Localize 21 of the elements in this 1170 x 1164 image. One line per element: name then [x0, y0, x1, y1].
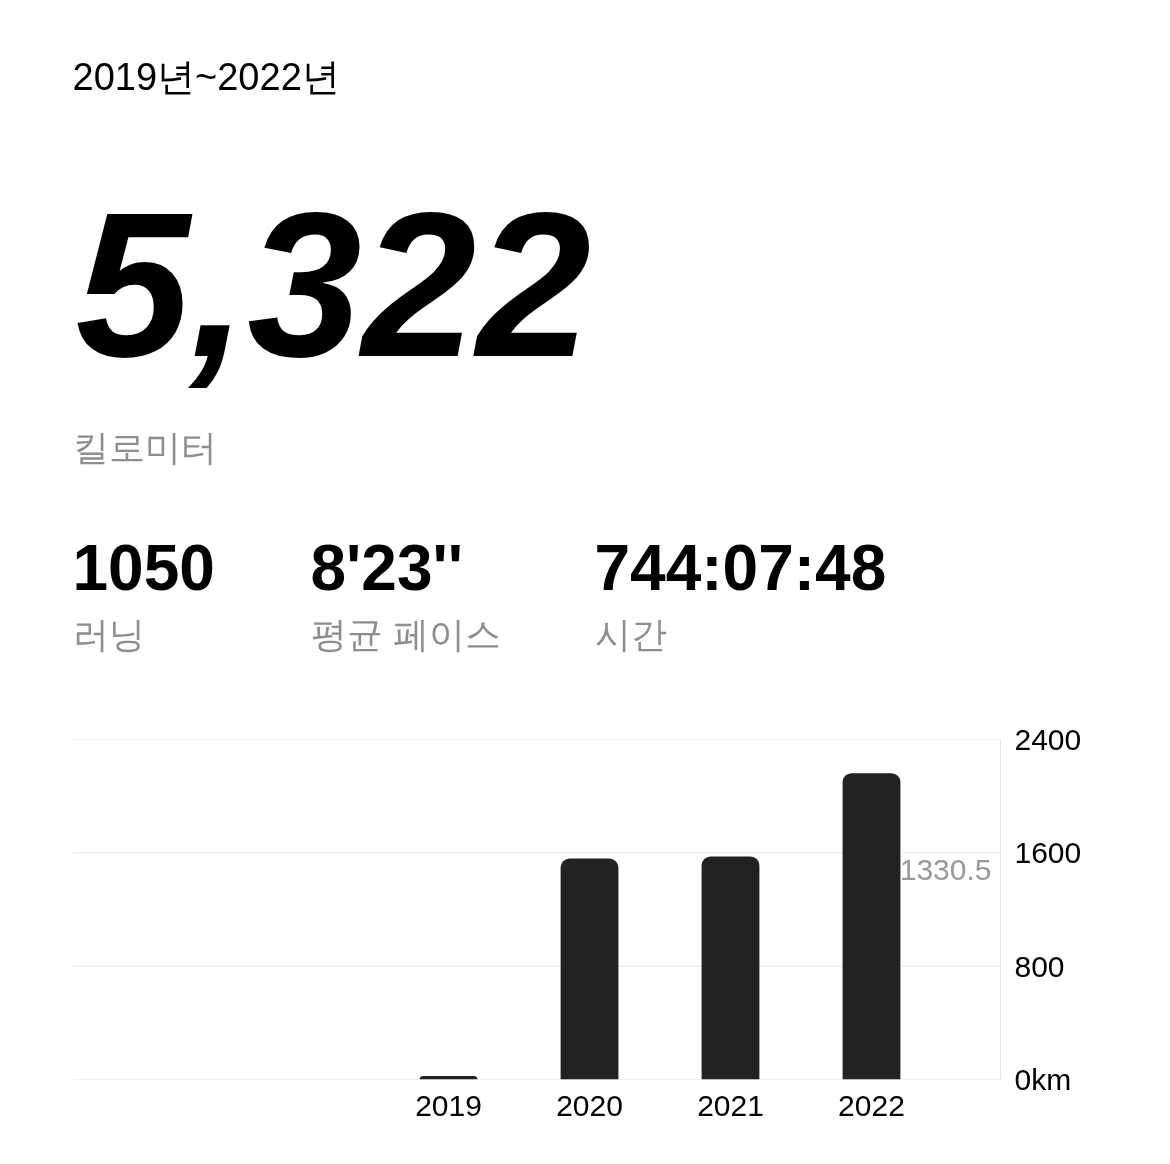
y-tick-label: 800: [1014, 949, 1065, 983]
x-tick-label: 2020: [556, 1088, 623, 1122]
text: 1050: [72, 532, 215, 604]
text: 평균 페이스: [310, 614, 501, 655]
bar: [842, 773, 901, 1080]
text: 시간: [594, 614, 667, 655]
y-tick-label: 0km: [1014, 1063, 1072, 1096]
bar: [701, 856, 760, 1080]
text: 5,322: [75, 169, 592, 400]
text: 744:07:48: [594, 531, 887, 604]
y-tick-label: 1600: [1014, 836, 1082, 870]
x-tick-label: 2019: [415, 1088, 482, 1122]
text: 러닝: [72, 614, 145, 655]
x-tick-label: 2021: [697, 1088, 764, 1122]
annotation: 1330.5: [899, 853, 992, 887]
x-tick-label: 2022: [838, 1088, 905, 1122]
text: 8'23'': [310, 531, 463, 604]
bar: [560, 858, 619, 1080]
y-tick-label: 2400: [1014, 723, 1082, 756]
text: 2019년~2022년: [72, 55, 340, 98]
text: 킬로미터: [72, 427, 217, 468]
